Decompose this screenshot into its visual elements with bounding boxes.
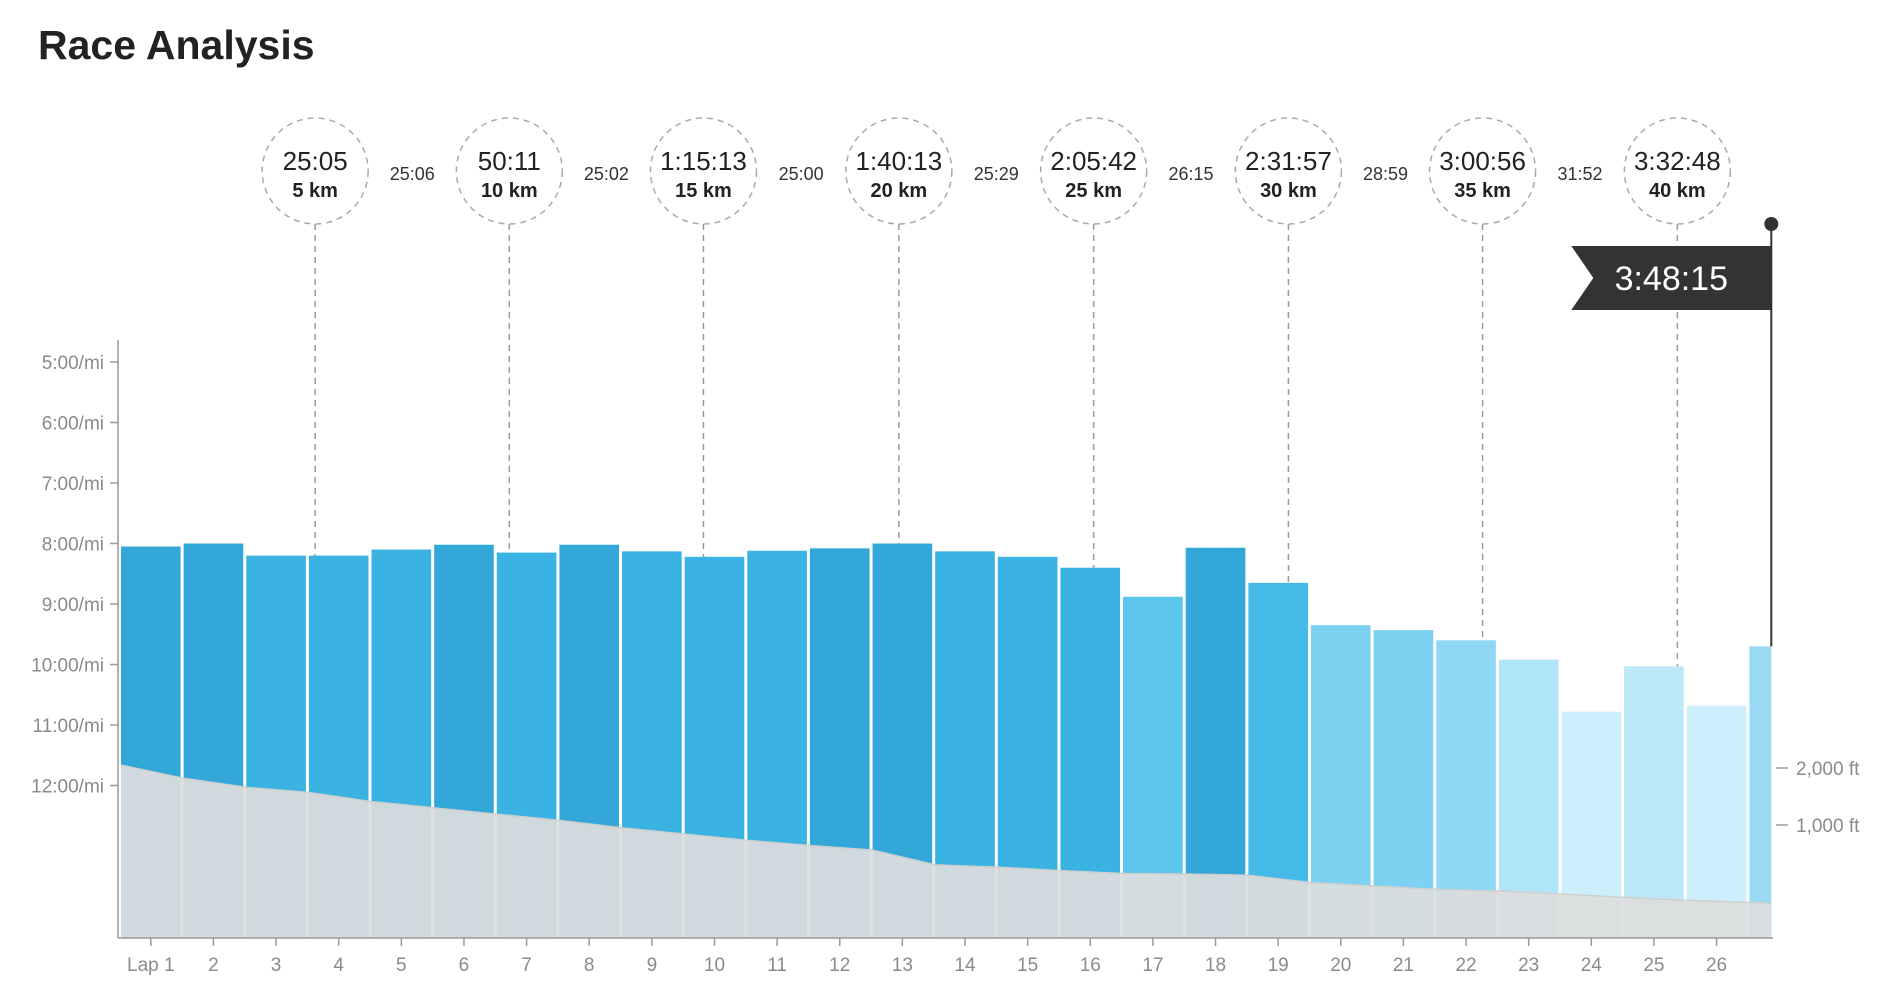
split-distance-4: 20 km (871, 180, 928, 202)
lap-tick-label: 14 (954, 955, 976, 976)
split-circle-1 (261, 117, 369, 225)
finish-flag (1571, 246, 1772, 310)
pace-bar-lap-26 (1686, 705, 1747, 938)
elevation-line (120, 764, 1772, 904)
split-circle-2 (455, 117, 564, 225)
split-time-4: 1:40:13 (855, 146, 942, 176)
split-distance-8: 40 km (1649, 180, 1706, 202)
segment-time-6: 28:59 (1363, 164, 1408, 184)
split-circle-8 (1623, 117, 1732, 225)
split-distance-5: 25 km (1065, 180, 1122, 202)
finish-time: 3:48:15 (1615, 260, 1728, 298)
pace-bar-lap-22 (1436, 640, 1496, 938)
lap-tick-label: 17 (1142, 955, 1163, 976)
pace-tick-label: 6:00/mi (42, 414, 104, 435)
segment-time-1: 25:06 (390, 164, 435, 184)
split-distance-1: 5 km (292, 180, 338, 202)
lap-tick-label: 10 (704, 955, 725, 976)
split-distance-6: 30 km (1260, 180, 1317, 202)
lap-tick-label: 15 (1017, 955, 1038, 976)
segment-time-7: 31:52 (1557, 164, 1602, 184)
lap-tick-label: 9 (647, 955, 658, 976)
pace-bar-lap-25 (1624, 666, 1684, 938)
split-time-8: 3:32:48 (1634, 146, 1721, 176)
pace-tick-label: 11:00/mi (33, 716, 104, 737)
lap-tick-label: 4 (333, 955, 344, 976)
lap-tick-label: 18 (1205, 955, 1226, 976)
lap-tick-label: 24 (1581, 955, 1603, 976)
pace-tick-label: 5:00/mi (42, 353, 104, 374)
elevation-tick-label: 1,000 ft (1796, 816, 1860, 837)
lap-tick-label: Lap 1 (127, 955, 175, 976)
lap-tick-label: 16 (1080, 955, 1101, 976)
pace-tick-label: 8:00/mi (42, 535, 104, 556)
split-time-2: 50:11 (478, 146, 541, 176)
pace-tick-label: 9:00/mi (42, 595, 104, 616)
segment-time-5: 26:15 (1169, 164, 1214, 184)
segment-time-2: 25:02 (584, 164, 629, 184)
page-title: Race Analysis (38, 22, 315, 68)
elevation-tick-label: 2,000 ft (1796, 759, 1860, 780)
finish-marker: 3:48:15 (1571, 217, 1779, 647)
lap-tick-label: 19 (1268, 955, 1289, 976)
split-circle-4 (845, 117, 953, 225)
pace-bar-lap-18 (1185, 547, 1246, 938)
lap-tick-label: 25 (1643, 955, 1664, 976)
pace-tick-label: 7:00/mi (42, 474, 104, 495)
elevation-profile (120, 764, 1772, 938)
split-distance-2: 10 km (481, 180, 538, 202)
lap-tick-label: 26 (1706, 955, 1727, 976)
split-circle-5 (1039, 117, 1148, 225)
segment-time-4: 25:29 (974, 164, 1019, 184)
lap-tick-label: 2 (208, 955, 219, 976)
lap-tick-label: 6 (459, 955, 470, 976)
lap-tick-label: 7 (521, 955, 532, 976)
lap-tick-label: 20 (1330, 955, 1351, 976)
split-time-1: 25:05 (283, 146, 348, 176)
lap-tick-label: 13 (892, 955, 913, 976)
split-time-6: 2:31:57 (1245, 146, 1332, 176)
split-circle-3 (649, 117, 758, 225)
elevation-area (121, 765, 1772, 938)
axes: 5:00/mi 6:00/mi 7:00/mi 8:00/mi 9:00/mi 10:00… (31, 340, 1860, 976)
split-time-3: 1:15:13 (660, 146, 747, 176)
segment-time-3: 25:00 (779, 164, 824, 184)
lap-tick-label: 8 (584, 955, 595, 976)
lap-tick-label: 5 (396, 955, 407, 976)
split-time-5: 2:05:42 (1050, 146, 1137, 176)
pace-tick-label: 10:00/mi (31, 656, 104, 677)
split-markers: 25:05 5 km 50:11 10 km 1:15:13 15 km 1:40:13 20… (261, 117, 1732, 667)
split-distance-7: 35 km (1454, 180, 1511, 202)
split-circle-6 (1234, 117, 1343, 225)
pace-bar-lap-27 (1749, 646, 1772, 938)
lap-tick-label: 21 (1393, 955, 1414, 976)
finish-pole-knob (1764, 217, 1779, 231)
lap-tick-label: 23 (1518, 955, 1539, 976)
split-circle-7 (1428, 117, 1537, 225)
lap-tick-label: 3 (271, 955, 282, 976)
split-distance-3: 15 km (675, 180, 732, 202)
lap-tick-label: 12 (829, 955, 850, 976)
lap-tick-label: 11 (767, 955, 787, 976)
lap-tick-label: 22 (1455, 955, 1476, 976)
split-time-7: 3:00:56 (1439, 146, 1526, 176)
pace-tick-label: 12:00/mi (31, 777, 104, 798)
